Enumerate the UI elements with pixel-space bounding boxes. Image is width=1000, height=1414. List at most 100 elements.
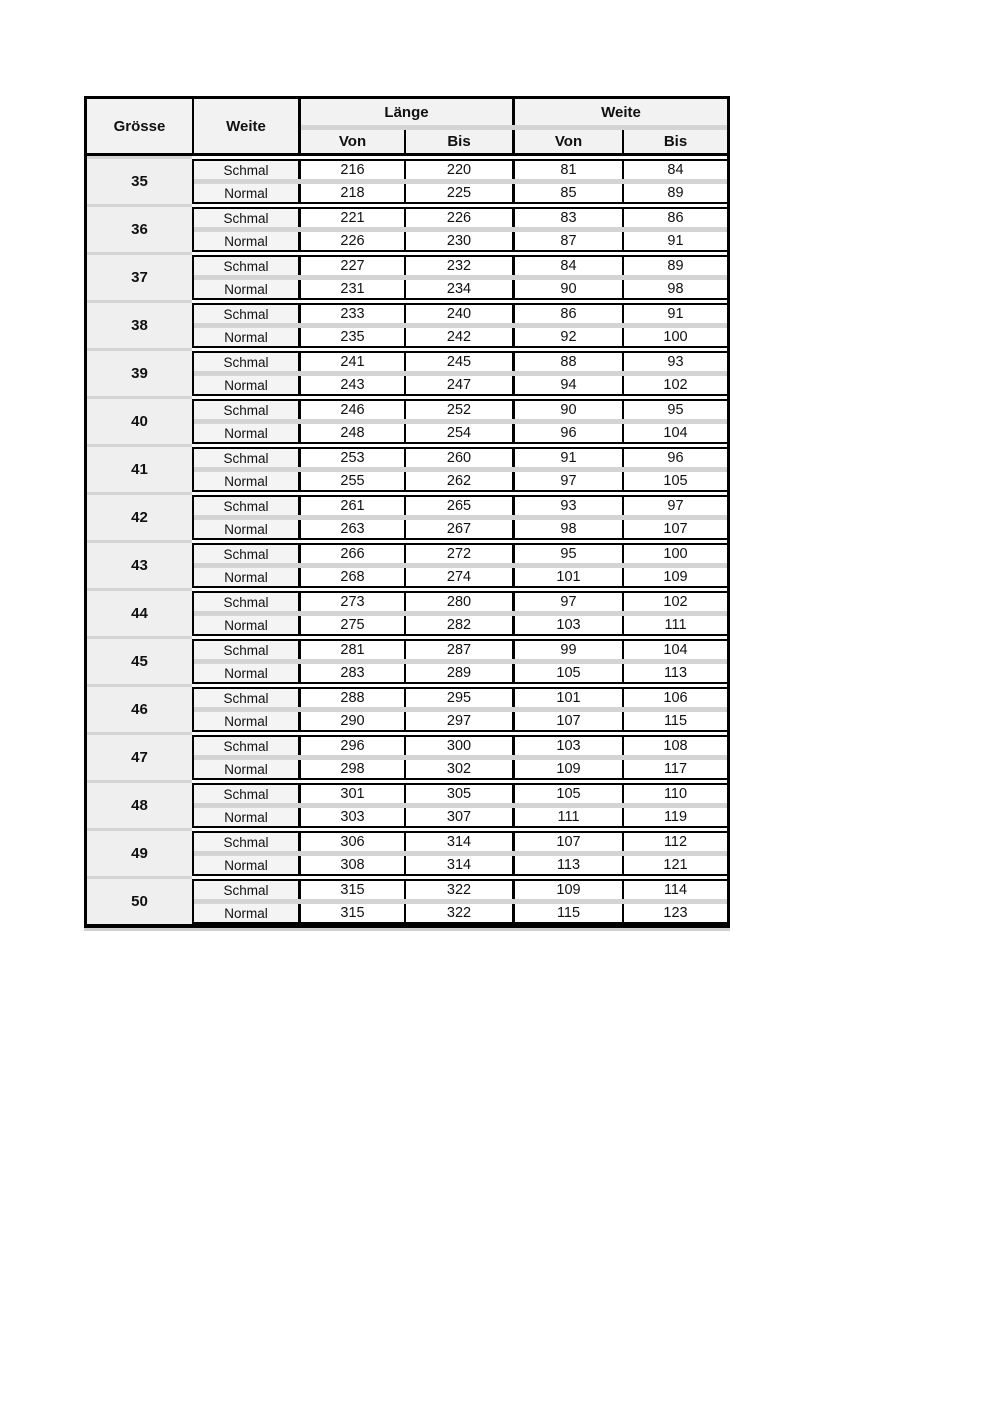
schmal-weite-bis: 114 [622, 879, 727, 899]
group-separator [87, 732, 727, 735]
width-type-normal: Normal [192, 664, 298, 684]
schmal-weite-von: 84 [512, 255, 622, 275]
size-value: 40 [87, 399, 192, 444]
size-value: 45 [87, 639, 192, 684]
normal-laenge-bis: 225 [404, 184, 512, 204]
width-type-normal: Normal [192, 232, 298, 252]
schmal-weite-von: 88 [512, 351, 622, 371]
schmal-laenge-bis: 295 [404, 687, 512, 707]
row-divider-band [192, 323, 727, 328]
header-weite-bis: Bis [622, 130, 727, 153]
schmal-laenge-bis: 265 [404, 495, 512, 515]
width-type-normal: Normal [192, 904, 298, 924]
normal-laenge-bis: 307 [404, 808, 512, 828]
schmal-laenge-von: 216 [298, 159, 404, 179]
schmal-laenge-von: 301 [298, 783, 404, 803]
schmal-weite-von: 91 [512, 447, 622, 467]
width-type-schmal: Schmal [192, 159, 298, 179]
schmal-weite-bis: 104 [622, 639, 727, 659]
normal-weite-bis: 98 [622, 280, 727, 300]
schmal-laenge-von: 315 [298, 879, 404, 899]
row-divider-band [192, 179, 727, 184]
group-separator [87, 636, 727, 639]
schmal-laenge-von: 227 [298, 255, 404, 275]
group-separator [87, 492, 727, 495]
normal-weite-von: 107 [512, 712, 622, 732]
schmal-weite-von: 83 [512, 207, 622, 227]
schmal-weite-von: 97 [512, 591, 622, 611]
separator-band [87, 588, 192, 591]
size-group-row: 37 Schmal 227 232 84 89 Normal 231 234 9… [87, 255, 727, 300]
width-type-schmal: Schmal [192, 591, 298, 611]
normal-weite-bis: 119 [622, 808, 727, 828]
schmal-laenge-bis: 232 [404, 255, 512, 275]
size-group-row: 48 Schmal 301 305 105 110 Normal 303 307… [87, 783, 727, 828]
normal-laenge-bis: 297 [404, 712, 512, 732]
table-header: Grösse Weite Länge Weite Von Bis Von Bis [87, 99, 727, 156]
normal-weite-bis: 121 [622, 856, 727, 876]
normal-weite-von: 96 [512, 424, 622, 444]
group-separator [87, 300, 727, 303]
normal-weite-von: 98 [512, 520, 622, 540]
normal-weite-von: 97 [512, 472, 622, 492]
normal-laenge-von: 275 [298, 616, 404, 636]
separator-band [87, 828, 192, 831]
normal-weite-bis: 104 [622, 424, 727, 444]
schmal-weite-von: 105 [512, 783, 622, 803]
normal-laenge-bis: 302 [404, 760, 512, 780]
separator-band [87, 636, 192, 639]
schmal-weite-von: 101 [512, 687, 622, 707]
normal-laenge-von: 255 [298, 472, 404, 492]
separator-band [87, 444, 192, 447]
schmal-laenge-von: 273 [298, 591, 404, 611]
normal-weite-von: 101 [512, 568, 622, 588]
schmal-weite-bis: 96 [622, 447, 727, 467]
header-laenge-von: Von [298, 130, 404, 153]
row-divider-band [192, 803, 727, 808]
separator-band [87, 396, 192, 399]
schmal-weite-bis: 86 [622, 207, 727, 227]
group-separator [87, 540, 727, 543]
normal-laenge-von: 283 [298, 664, 404, 684]
schmal-weite-bis: 93 [622, 351, 727, 371]
normal-weite-von: 103 [512, 616, 622, 636]
schmal-weite-bis: 110 [622, 783, 727, 803]
schmal-laenge-bis: 226 [404, 207, 512, 227]
header-weite-group: Weite [512, 99, 727, 125]
size-value: 47 [87, 735, 192, 780]
normal-laenge-bis: 242 [404, 328, 512, 348]
size-group-row: 35 Schmal 216 220 81 84 Normal 218 225 8… [87, 159, 727, 204]
row-divider-band [192, 611, 727, 616]
schmal-weite-von: 95 [512, 543, 622, 563]
width-type-schmal: Schmal [192, 639, 298, 659]
normal-weite-bis: 123 [622, 904, 727, 924]
normal-laenge-von: 231 [298, 280, 404, 300]
separator-band [87, 684, 192, 687]
width-type-normal: Normal [192, 808, 298, 828]
width-type-schmal: Schmal [192, 831, 298, 851]
normal-laenge-bis: 267 [404, 520, 512, 540]
width-type-schmal: Schmal [192, 351, 298, 371]
width-type-normal: Normal [192, 472, 298, 492]
normal-weite-von: 94 [512, 376, 622, 396]
size-value: 38 [87, 303, 192, 348]
header-weite: Weite [192, 99, 298, 153]
normal-weite-bis: 91 [622, 232, 727, 252]
group-separator [87, 156, 727, 159]
schmal-weite-von: 90 [512, 399, 622, 419]
schmal-weite-bis: 106 [622, 687, 727, 707]
schmal-laenge-von: 281 [298, 639, 404, 659]
row-divider-band [192, 707, 727, 712]
schmal-weite-bis: 112 [622, 831, 727, 851]
schmal-laenge-von: 233 [298, 303, 404, 323]
width-type-normal: Normal [192, 376, 298, 396]
normal-laenge-bis: 314 [404, 856, 512, 876]
separator-band [87, 732, 192, 735]
width-type-normal: Normal [192, 184, 298, 204]
normal-weite-bis: 89 [622, 184, 727, 204]
size-group-row: 38 Schmal 233 240 86 91 Normal 235 242 9… [87, 303, 727, 348]
normal-weite-bis: 100 [622, 328, 727, 348]
size-group-row: 36 Schmal 221 226 83 86 Normal 226 230 8… [87, 207, 727, 252]
header-laenge-bis: Bis [404, 130, 512, 153]
schmal-laenge-von: 241 [298, 351, 404, 371]
